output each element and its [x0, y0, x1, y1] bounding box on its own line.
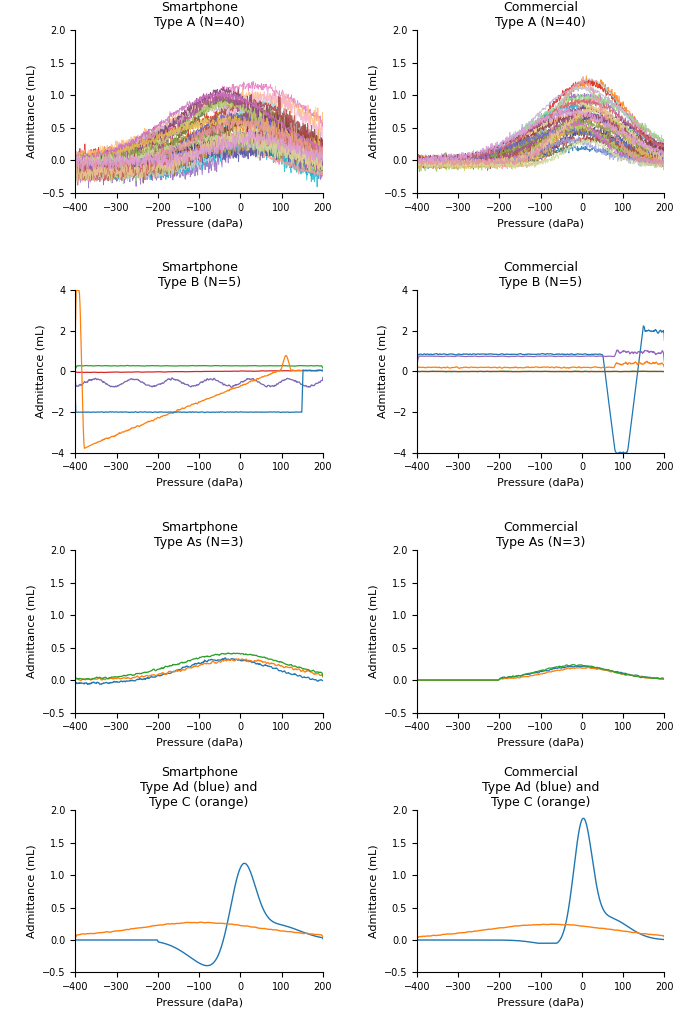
- X-axis label: Pressure (daPa): Pressure (daPa): [155, 998, 242, 1008]
- Y-axis label: Admittance (mL): Admittance (mL): [27, 65, 36, 158]
- X-axis label: Pressure (daPa): Pressure (daPa): [497, 998, 584, 1008]
- Y-axis label: Admittance (mL): Admittance (mL): [27, 845, 36, 938]
- Title: Commercial
Type As (N=3): Commercial Type As (N=3): [496, 521, 586, 549]
- X-axis label: Pressure (daPa): Pressure (daPa): [497, 218, 584, 228]
- Title: Commercial
Type Ad (blue) and
Type C (orange): Commercial Type Ad (blue) and Type C (or…: [482, 766, 599, 809]
- X-axis label: Pressure (daPa): Pressure (daPa): [497, 478, 584, 488]
- Y-axis label: Admittance (mL): Admittance (mL): [368, 585, 378, 678]
- X-axis label: Pressure (daPa): Pressure (daPa): [155, 737, 242, 748]
- Title: Commercial
Type A (N=40): Commercial Type A (N=40): [495, 1, 586, 29]
- Title: Smartphone
Type A (N=40): Smartphone Type A (N=40): [153, 1, 245, 29]
- Y-axis label: Admittance (mL): Admittance (mL): [27, 585, 36, 678]
- Title: Commercial
Type B (N=5): Commercial Type B (N=5): [499, 261, 582, 289]
- Title: Smartphone
Type B (N=5): Smartphone Type B (N=5): [158, 261, 240, 289]
- X-axis label: Pressure (daPa): Pressure (daPa): [155, 218, 242, 228]
- Title: Smartphone
Type As (N=3): Smartphone Type As (N=3): [154, 521, 244, 549]
- X-axis label: Pressure (daPa): Pressure (daPa): [497, 737, 584, 748]
- X-axis label: Pressure (daPa): Pressure (daPa): [155, 478, 242, 488]
- Y-axis label: Admittance (mL): Admittance (mL): [36, 325, 46, 418]
- Y-axis label: Admittance (mL): Admittance (mL): [377, 325, 387, 418]
- Y-axis label: Admittance (mL): Admittance (mL): [368, 65, 378, 158]
- Title: Smartphone
Type Ad (blue) and
Type C (orange): Smartphone Type Ad (blue) and Type C (or…: [140, 766, 258, 809]
- Y-axis label: Admittance (mL): Admittance (mL): [368, 845, 378, 938]
